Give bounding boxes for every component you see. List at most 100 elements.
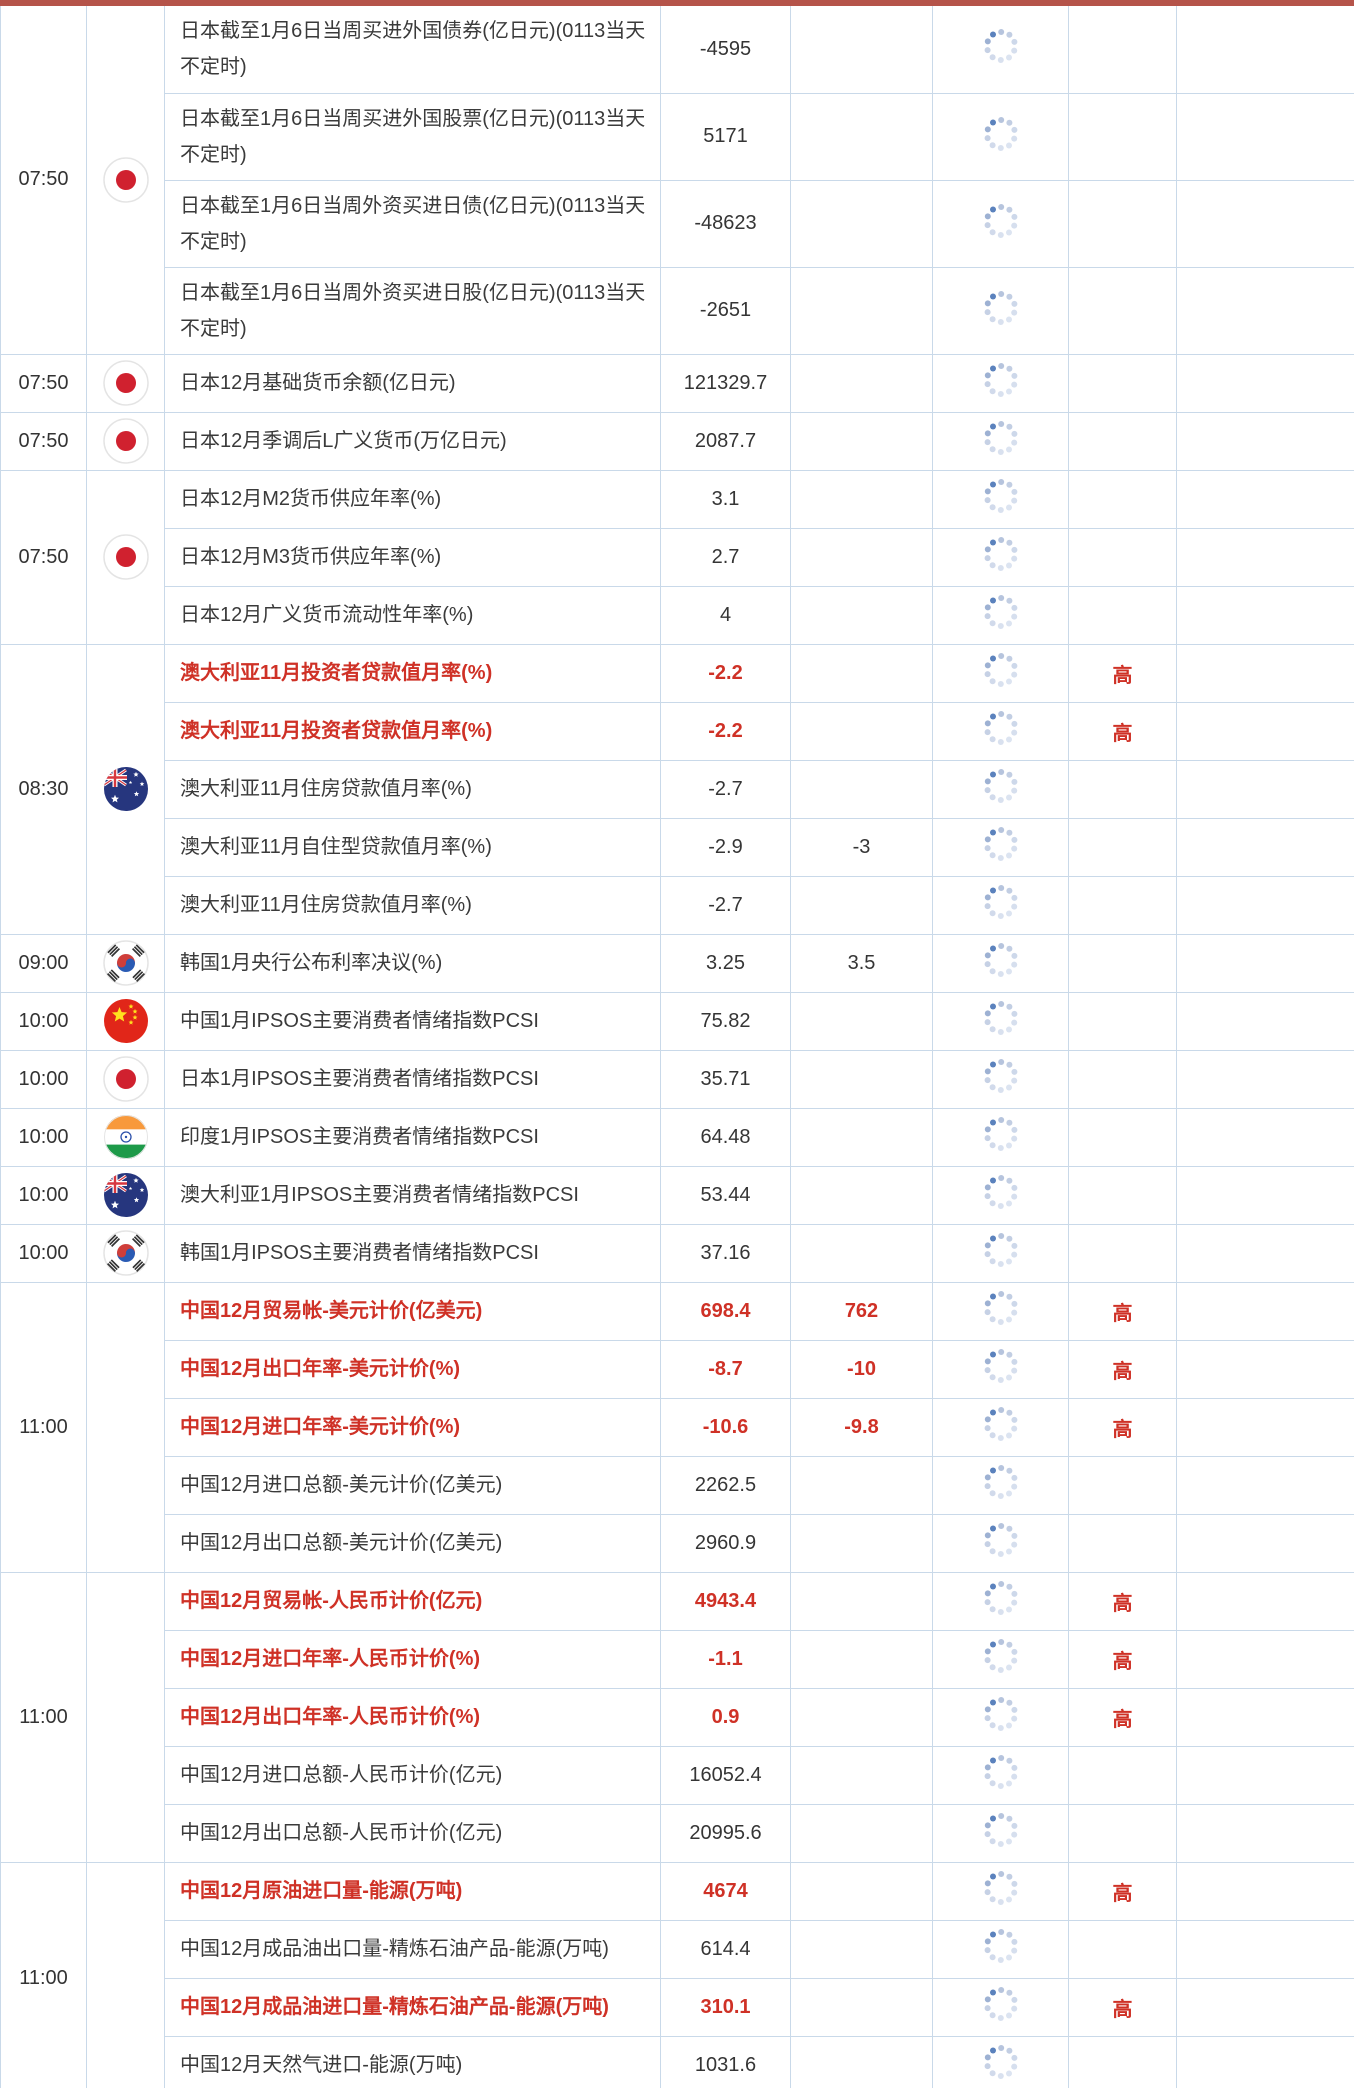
loading-spinner-icon — [984, 1291, 1017, 1325]
event-row: 澳大利亚11月住房贷款值月率(%) -2.7 — [1, 759, 1354, 819]
country-flag-cell — [86, 643, 165, 935]
event-time: 11:00 — [0, 1281, 87, 1573]
country-flag-cell — [86, 1571, 165, 1863]
event-row: 11:00 中国12月贸易帐-人民币计价(亿元) 4943.4 高 — [0, 1571, 1354, 1863]
loading-spinner-cell — [932, 585, 1069, 645]
importance-badge — [1068, 817, 1177, 877]
extra-cell — [1176, 1571, 1354, 1631]
actual-value: 75.82 — [660, 991, 791, 1051]
importance-badge — [1068, 585, 1177, 645]
extra-cell — [1176, 1107, 1354, 1167]
country-flag-cell — [86, 1165, 165, 1225]
event-time: 10:00 — [0, 991, 87, 1051]
loading-spinner-cell — [932, 1571, 1069, 1631]
loading-spinner-icon — [984, 711, 1017, 745]
event-row: 中国12月进口总额-美元计价(亿美元) 2262.5 — [1, 1455, 1354, 1515]
actual-value: 310.1 — [660, 1977, 791, 2037]
event-row: 日本截至1月6日当周外资买进日债(亿日元)(0113当天不定时) -48623 — [1, 179, 1354, 268]
importance-badge — [1068, 1049, 1177, 1109]
actual-value: -2.7 — [660, 875, 791, 935]
loading-spinner-icon — [984, 1523, 1017, 1557]
event-row: 10:00 中国1月IPSOS主要消费者情绪指数PCSI 75.82 — [0, 991, 1354, 1051]
forecast-value — [790, 1803, 933, 1863]
event-name: 中国12月进口年率-美元计价(%) — [164, 1397, 661, 1457]
extra-cell — [1176, 1745, 1354, 1805]
loading-spinner-cell — [932, 6, 1069, 94]
extra-cell — [1176, 411, 1354, 471]
loading-spinner-icon — [984, 1987, 1017, 2021]
actual-value: -2651 — [660, 266, 791, 355]
event-name: 日本截至1月6日当周外资买进日股(亿日元)(0113当天不定时) — [164, 266, 661, 355]
loading-spinner-cell — [932, 1281, 1069, 1341]
event-row: 澳大利亚11月投资者贷款值月率(%) -2.2 高 — [1, 701, 1354, 761]
forecast-value: 762 — [790, 1281, 933, 1341]
event-name: 澳大利亚11月投资者贷款值月率(%) — [164, 701, 661, 761]
loading-spinner-cell — [932, 1455, 1069, 1515]
loading-spinner-cell — [932, 875, 1069, 935]
event-name: 澳大利亚11月住房贷款值月率(%) — [164, 875, 661, 935]
event-name: 中国12月出口年率-美元计价(%) — [164, 1339, 661, 1399]
event-row: 澳大利亚11月自住型贷款值月率(%) -2.9 -3 — [1, 817, 1354, 877]
loading-spinner-icon — [984, 595, 1017, 629]
loading-spinner-icon — [984, 537, 1017, 571]
economic-calendar-table: 07:50 日本截至1月6日当周买进外国债券(亿日元)(0113当天不定时) -4… — [0, 6, 1354, 2088]
forecast-value — [790, 585, 933, 645]
loading-spinner-icon — [984, 203, 1017, 238]
event-row: 中国12月成品油进口量-精炼石油产品-能源(万吨) 310.1 高 — [1, 1977, 1354, 2037]
actual-value: 2087.7 — [660, 411, 791, 471]
loading-spinner-cell — [932, 1513, 1069, 1573]
event-row: 中国12月进口年率-人民币计价(%) -1.1 高 — [1, 1629, 1354, 1689]
importance-badge — [1068, 1803, 1177, 1863]
actual-value: 35.71 — [660, 1049, 791, 1109]
country-flag-cell — [86, 469, 165, 645]
importance-badge — [1068, 266, 1177, 355]
actual-value: 53.44 — [660, 1165, 791, 1225]
extra-cell — [1176, 92, 1354, 181]
event-name: 中国12月贸易帐-美元计价(亿美元) — [164, 1281, 661, 1341]
forecast-value — [790, 1919, 933, 1979]
event-row: 11:00 中国12月原油进口量-能源(万吨) 4674 高 — [0, 1861, 1354, 2088]
actual-value: -8.7 — [660, 1339, 791, 1399]
event-time: 11:00 — [0, 1571, 87, 1863]
loading-spinner-icon — [984, 1001, 1017, 1035]
event-name: 日本截至1月6日当周外资买进日债(亿日元)(0113当天不定时) — [164, 179, 661, 268]
loading-spinner-icon — [984, 1233, 1017, 1267]
loading-spinner-icon — [984, 1871, 1017, 1905]
event-name: 中国1月IPSOS主要消费者情绪指数PCSI — [164, 991, 661, 1051]
forecast-value: -3 — [790, 817, 933, 877]
event-row: 中国12月成品油出口量-精炼石油产品-能源(万吨) 614.4 — [1, 1919, 1354, 1979]
extra-cell — [1176, 1977, 1354, 2037]
extra-cell — [1176, 1629, 1354, 1689]
loading-spinner-cell — [932, 1977, 1069, 2037]
event-row: 07:50 日本12月M2货币供应年率(%) 3.1 — [0, 469, 1354, 645]
actual-value: -2.2 — [660, 643, 791, 703]
event-name: 日本12月广义货币流动性年率(%) — [164, 585, 661, 645]
extra-cell — [1176, 6, 1354, 94]
actual-value: 0.9 — [660, 1687, 791, 1747]
flag-japan-icon — [102, 157, 149, 203]
flag-australia-icon — [103, 1173, 148, 1217]
forecast-value — [790, 875, 933, 935]
importance-badge: 高 — [1068, 1281, 1177, 1341]
event-time: 08:30 — [0, 643, 87, 935]
importance-badge — [1068, 1745, 1177, 1805]
extra-cell — [1176, 2035, 1354, 2088]
loading-spinner-cell — [932, 817, 1069, 877]
event-name: 日本截至1月6日当周买进外国债券(亿日元)(0113当天不定时) — [164, 6, 661, 94]
extra-cell — [1176, 353, 1354, 413]
extra-cell — [1176, 1397, 1354, 1457]
importance-badge — [1068, 1165, 1177, 1225]
importance-badge: 高 — [1068, 1629, 1177, 1689]
loading-spinner-cell — [932, 179, 1069, 268]
importance-badge — [1068, 469, 1177, 529]
loading-spinner-icon — [984, 29, 1017, 64]
forecast-value — [790, 1223, 933, 1283]
forecast-value — [790, 1745, 933, 1805]
actual-value: -10.6 — [660, 1397, 791, 1457]
loading-spinner-cell — [932, 933, 1069, 993]
loading-spinner-cell — [932, 527, 1069, 587]
loading-spinner-icon — [984, 1117, 1017, 1151]
importance-badge — [1068, 933, 1177, 993]
country-flag-cell — [86, 1107, 165, 1167]
